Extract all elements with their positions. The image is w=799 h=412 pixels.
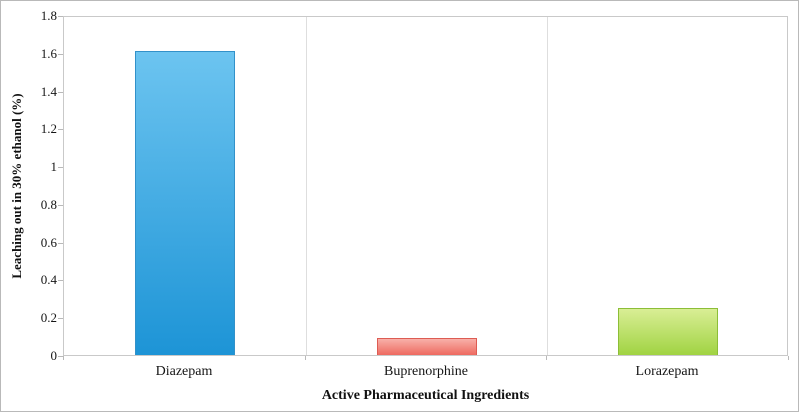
y-tick-label: 0: [50, 348, 58, 363]
y-tick-label: 1.6: [40, 46, 57, 61]
y-tick-label: 1.8: [40, 8, 57, 23]
y-tick-mark: [58, 92, 63, 93]
y-tick-mark: [58, 129, 63, 130]
bar-diazepam: [135, 51, 235, 355]
y-tick-mark: [58, 167, 63, 168]
y-axis-title: Leaching out in 30% ethanol (%): [9, 93, 24, 279]
category-separator-line: [547, 17, 548, 355]
y-tick-mark: [58, 54, 63, 55]
x-category-label-buprenorphine: Buprenorphine: [384, 364, 468, 379]
category-separator-line: [306, 17, 307, 355]
y-tick-label: 0.2: [40, 310, 57, 325]
x-tick-mark: [63, 356, 64, 360]
y-tick-mark: [58, 243, 63, 244]
x-tick-mark: [546, 356, 547, 360]
y-tick-label: 1.4: [40, 84, 57, 99]
y-tick-mark: [58, 16, 63, 17]
x-axis-title: Active Pharmaceutical Ingredients: [321, 388, 530, 403]
bar-lorazepam: [618, 308, 718, 355]
x-tick-mark: [788, 356, 789, 360]
y-tick-label: 1.2: [40, 121, 57, 136]
y-tick-mark: [58, 318, 63, 319]
plot-area: [63, 16, 788, 356]
bar-buprenorphine: [377, 338, 477, 355]
y-tick-label: 0.6: [40, 235, 57, 250]
x-category-label-diazepam: Diazepam: [155, 364, 213, 379]
y-tick-mark: [58, 205, 63, 206]
x-category-label-lorazepam: Lorazepam: [635, 364, 699, 379]
y-tick-label: 0.8: [40, 197, 57, 212]
y-tick-label: 0.4: [40, 272, 57, 287]
y-tick-label: 1: [50, 159, 58, 174]
x-tick-mark: [305, 356, 306, 360]
y-tick-mark: [58, 280, 63, 281]
y-tick-mark: [58, 356, 63, 357]
